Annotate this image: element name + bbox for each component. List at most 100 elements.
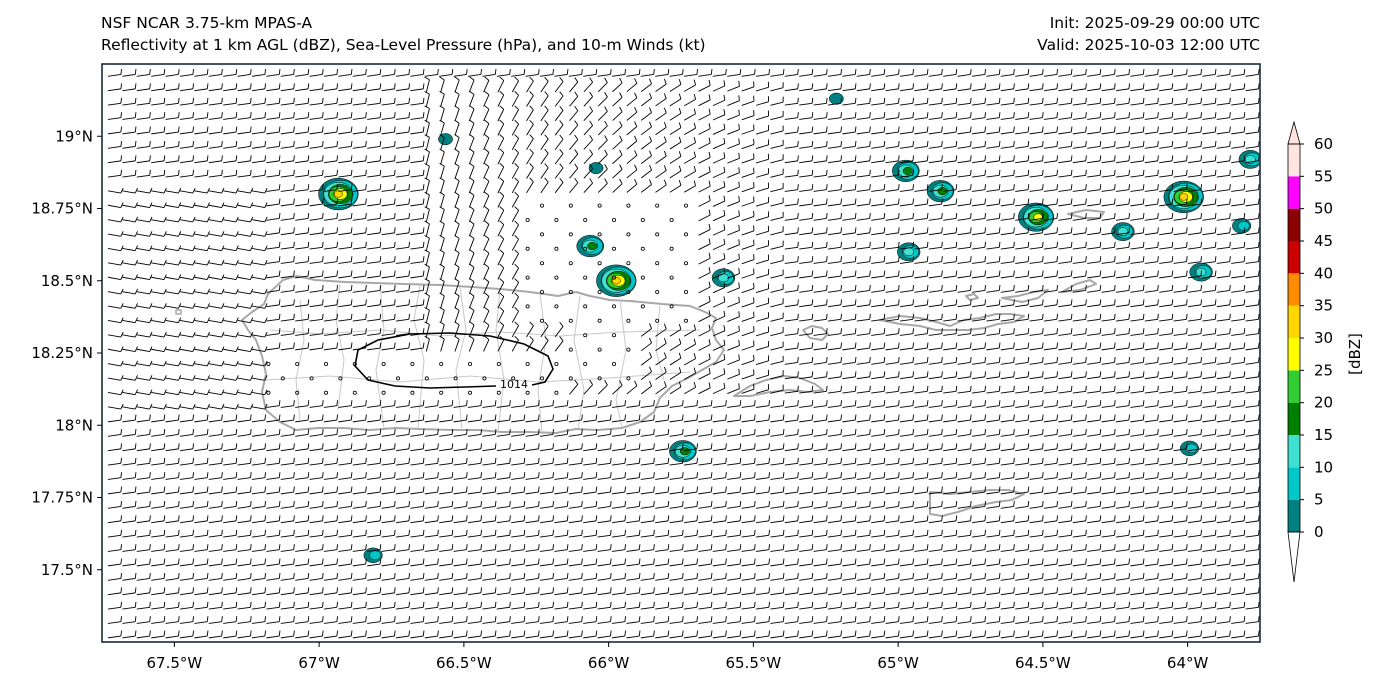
wind-barb-feather xyxy=(1114,284,1116,291)
wind-barb-feather xyxy=(422,68,425,75)
wind-barb-shaft xyxy=(165,88,179,92)
wind-barb-shaft xyxy=(1130,232,1144,236)
wind-barb-shaft xyxy=(856,117,870,120)
wind-barb-shaft xyxy=(352,232,366,236)
wind-barb-feather xyxy=(454,119,460,124)
wind-barb-shaft xyxy=(899,218,913,221)
wind-barb-shaft xyxy=(237,146,251,149)
wind-barb-shaft xyxy=(626,155,638,165)
wind-barb-feather xyxy=(574,120,579,126)
wind-barb-feather xyxy=(163,216,167,223)
wind-barb-shaft xyxy=(1202,102,1216,106)
wind-barb-shaft xyxy=(165,74,179,77)
wind-barb-shaft xyxy=(454,180,460,194)
wind-barb-feather xyxy=(424,119,430,124)
wind-barb-shaft xyxy=(885,218,899,221)
wind-barb-feather xyxy=(1099,184,1102,190)
wind-barb-shaft xyxy=(856,290,870,293)
wind-barb-feather xyxy=(484,191,490,196)
wind-barb-feather xyxy=(408,256,411,262)
wind-barb-shaft xyxy=(352,174,366,178)
wind-barb-feather xyxy=(322,126,324,133)
wind-barb-feather xyxy=(499,234,505,240)
wind-barb-shaft xyxy=(454,295,460,309)
wind-barb-shaft xyxy=(1115,88,1129,92)
wind-barb-shaft xyxy=(827,290,841,293)
wind-barb-feather xyxy=(1229,126,1231,133)
wind-barb-feather xyxy=(1085,155,1087,161)
wind-barb-feather xyxy=(955,184,958,190)
wind-barb-shaft xyxy=(425,137,430,151)
wind-barb-shaft xyxy=(1216,160,1230,164)
wind-barb-shaft xyxy=(784,117,798,120)
wind-barb-feather xyxy=(811,227,814,233)
wind-barb-feather xyxy=(1070,126,1073,133)
wind-barb-feather xyxy=(1042,184,1044,190)
wind-barb-feather xyxy=(206,202,210,208)
wind-barb-shaft xyxy=(136,131,150,135)
wind-barb-shaft xyxy=(842,146,856,149)
wind-barb-shaft xyxy=(208,146,222,149)
wind-barb-shaft xyxy=(971,246,985,250)
wind-barb-shaft xyxy=(1043,117,1057,120)
wind-barb-feather xyxy=(941,68,943,75)
wind-barb-shaft xyxy=(755,230,769,236)
wind-barb-feather xyxy=(192,112,195,118)
wind-barb-feather xyxy=(738,296,740,303)
wind-barb-shaft xyxy=(799,246,813,250)
wind-barb-feather xyxy=(149,202,153,208)
wind-barb-shaft xyxy=(1015,160,1029,164)
wind-barb-feather xyxy=(178,155,180,161)
title-block-right: Init: 2025-09-29 00:00 UTC Valid: 2025-1… xyxy=(1037,12,1260,56)
wind-barb-feather xyxy=(120,187,124,194)
calm-wind-marker xyxy=(525,217,530,222)
wind-barb-shaft xyxy=(352,102,366,106)
wind-barb-shaft xyxy=(1187,74,1201,77)
wind-barb-feather xyxy=(883,97,886,104)
wind-barb-feather xyxy=(293,270,295,277)
wind-barb-feather xyxy=(178,231,182,237)
wind-barb-shaft xyxy=(1231,261,1245,264)
wind-barb-shaft xyxy=(1115,203,1129,207)
wind-barb-shaft xyxy=(914,146,928,149)
wind-barb-shaft xyxy=(1216,88,1230,92)
wind-barb-feather xyxy=(264,97,267,104)
wind-barb-feather xyxy=(1157,212,1159,219)
wind-barb-feather xyxy=(574,163,579,169)
wind-barb-feather xyxy=(1214,284,1217,291)
wind-barb-feather xyxy=(1229,284,1231,291)
wind-barb-shaft xyxy=(899,275,913,279)
wind-barb-feather xyxy=(163,68,166,75)
wind-barb-shaft xyxy=(669,170,682,179)
wind-barb-shaft xyxy=(1029,261,1043,264)
wind-barb-shaft xyxy=(338,117,352,120)
wind-barb-shaft xyxy=(208,233,222,237)
wind-barb-shaft xyxy=(1202,232,1216,236)
wind-barb-shaft xyxy=(381,102,395,106)
wind-barb-feather xyxy=(454,278,460,282)
wind-barb-shaft xyxy=(367,160,381,164)
wind-barb-shaft xyxy=(1159,246,1173,250)
wind-barb-shaft xyxy=(483,166,490,179)
wind-barb-shaft xyxy=(1087,74,1101,77)
wind-barb-feather xyxy=(422,126,425,133)
wind-barb-shaft xyxy=(1231,218,1245,221)
wind-barb-feather xyxy=(723,238,726,245)
wind-barb-feather xyxy=(293,97,295,104)
wind-barb-feather xyxy=(912,227,915,233)
wind-barb-feather xyxy=(634,92,638,98)
wind-barb-feather xyxy=(235,245,239,251)
wind-barb-shaft xyxy=(1245,146,1259,149)
wind-barb-feather xyxy=(1042,169,1044,176)
wind-barb-feather xyxy=(422,299,425,305)
wind-barb-feather xyxy=(782,68,785,75)
wind-barb-shaft xyxy=(1245,261,1259,264)
wind-barb-shaft xyxy=(698,113,711,121)
wind-barb-shaft xyxy=(1202,290,1216,293)
wind-barb-shaft xyxy=(1187,261,1201,264)
wind-barb-shaft xyxy=(827,261,841,264)
wind-barb-feather xyxy=(424,91,430,95)
wind-barb-shaft xyxy=(957,174,971,178)
wind-barb-shaft xyxy=(208,291,222,295)
wind-barb-shaft xyxy=(1087,232,1101,236)
